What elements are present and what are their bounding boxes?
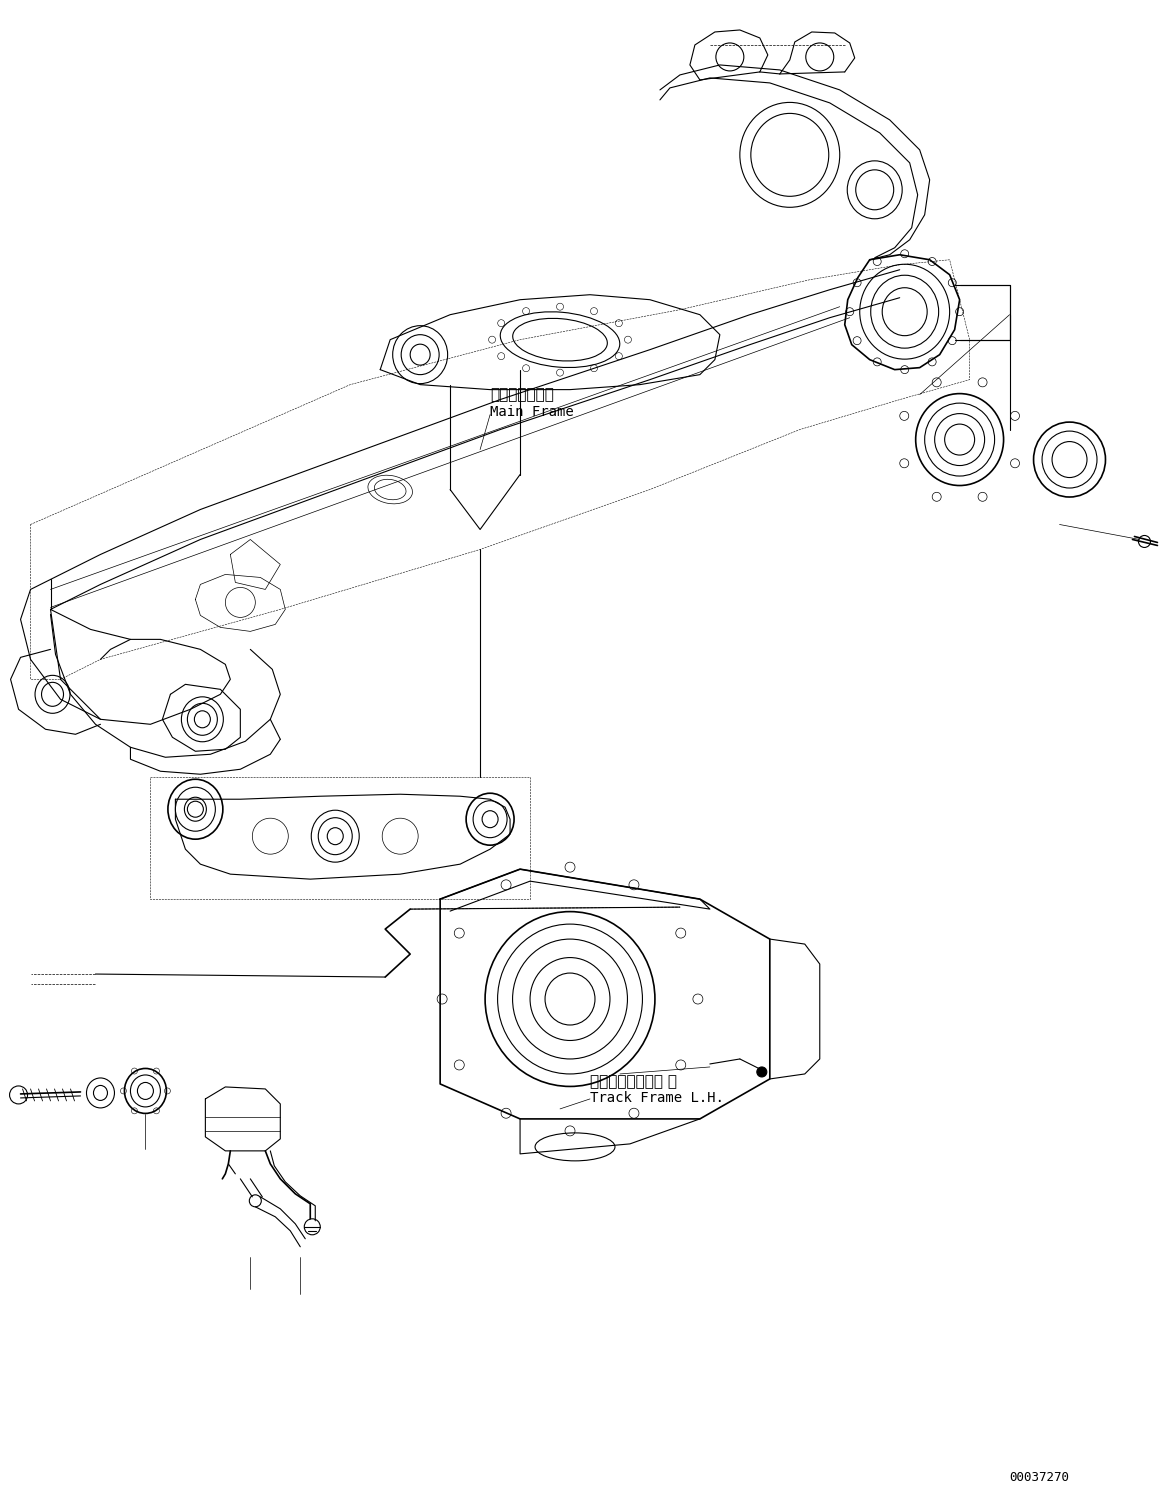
- Text: メインフレーム: メインフレーム: [491, 388, 554, 403]
- Text: 00037270: 00037270: [1009, 1471, 1070, 1484]
- Text: Main Frame: Main Frame: [491, 404, 573, 419]
- Text: トラックフレーム 左: トラックフレーム 左: [590, 1074, 677, 1088]
- Text: Track Frame L.H.: Track Frame L.H.: [590, 1091, 724, 1105]
- Circle shape: [757, 1068, 767, 1077]
